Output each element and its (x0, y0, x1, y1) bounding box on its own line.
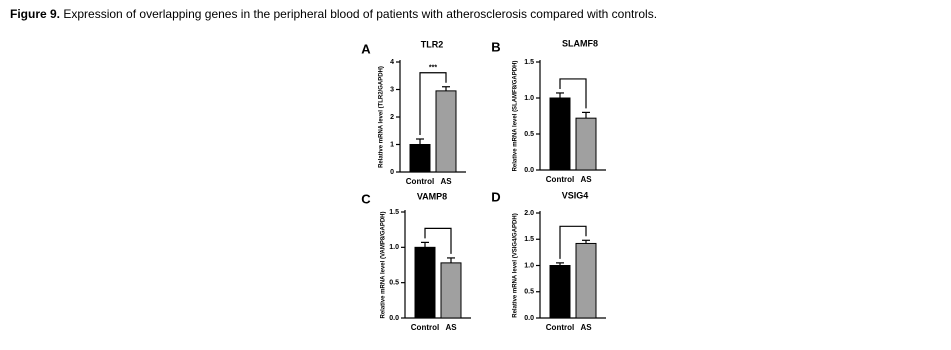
y-axis-label: Relative mRNA level (VSIG4/GAPDH) (513, 213, 519, 317)
chart-title: VAMP8 (417, 191, 447, 201)
caption-label: Figure 9. (10, 7, 60, 21)
caption-text: Expression of overlapping genes in the p… (63, 7, 657, 21)
y-tick-label: 1.0 (389, 244, 399, 251)
bar (414, 246, 436, 319)
bar (435, 90, 457, 173)
y-tick-label: 3 (390, 86, 394, 93)
x-tick-label: AS (440, 177, 452, 186)
y-tick-label: 1.0 (524, 262, 534, 269)
x-tick-label: Control (546, 175, 574, 184)
panel-letter: B (491, 39, 500, 54)
chart-title: SLAMF8 (562, 38, 598, 48)
significance-bracket (419, 72, 447, 135)
bar (575, 117, 597, 171)
bar (575, 242, 597, 319)
panel-letter: A (361, 41, 371, 56)
significance-bracket (424, 227, 452, 254)
y-axis-label: Relative mRNA level (TLR2/GAPDH) (379, 66, 385, 168)
x-tick-label: AS (445, 323, 457, 332)
x-tick-label: Control (546, 323, 574, 332)
figure-caption: Figure 9. Expression of overlapping gene… (10, 7, 657, 21)
bar (440, 262, 462, 319)
y-tick-label: 0.0 (389, 315, 399, 322)
bar (549, 97, 571, 171)
y-tick-label: 2 (390, 114, 394, 121)
y-tick-label: 0.5 (389, 280, 399, 287)
y-tick-label: 1 (390, 141, 394, 148)
y-tick-label: 0.5 (524, 289, 534, 296)
y-tick-label: 1.5 (389, 209, 399, 216)
y-tick-label: 0 (390, 169, 394, 176)
y-tick-label: 4 (390, 59, 394, 66)
y-tick-label: 1.0 (524, 95, 534, 102)
y-tick-label: 0.0 (524, 315, 534, 322)
x-tick-label: Control (406, 177, 434, 186)
bar (549, 265, 571, 319)
x-tick-label: AS (580, 175, 592, 184)
y-tick-label: 0.5 (524, 131, 534, 138)
panel-letter: D (491, 189, 500, 204)
y-tick-label: 1.5 (524, 236, 534, 243)
significance-label: *** (429, 65, 437, 72)
panel-letter: C (361, 191, 371, 206)
significance-bracket (559, 225, 587, 259)
x-tick-label: AS (580, 323, 592, 332)
x-tick-label: Control (411, 323, 439, 332)
chart-title: TLR2 (421, 39, 444, 49)
y-tick-label: 2.0 (524, 210, 534, 217)
bar (409, 144, 431, 173)
y-axis-label: Relative mRNA level (SLAMF8/GAPDH) (513, 61, 519, 172)
chart-title: VSIG4 (562, 190, 589, 200)
significance-bracket (559, 78, 587, 109)
y-tick-label: 0.0 (524, 167, 534, 174)
y-tick-label: 1.5 (524, 59, 534, 66)
y-axis-label: Relative mRNA level (VAMP8/GAPDH) (381, 211, 387, 318)
